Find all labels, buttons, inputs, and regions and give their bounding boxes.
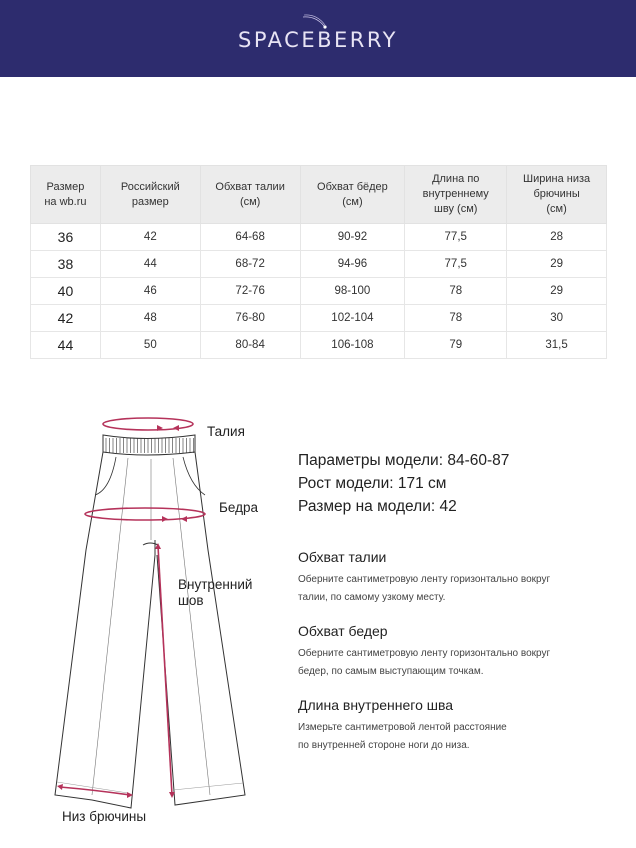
header-line: (см) [239, 195, 261, 208]
pants-illustration [54, 417, 246, 809]
column-header: Ширина низа брючины (см) [506, 165, 607, 224]
section-inseam: Длина внутреннего шва Измерьте сантиметр… [298, 697, 507, 751]
table-cell: 38 [30, 250, 101, 278]
table-cell: 72-76 [199, 277, 301, 305]
header-line: (см) [546, 203, 567, 215]
table-cell: 30 [506, 304, 607, 332]
table-cell: 64-68 [199, 223, 301, 251]
header-line: Размер [46, 180, 85, 193]
pants-diagram: Талия Бедра Внутренний шов Низ брючины [40, 400, 280, 845]
table-cell: 28 [506, 223, 607, 251]
table-cell: 31,5 [506, 331, 607, 359]
header-line: брючины [533, 188, 580, 200]
waist-label: Талия [207, 424, 245, 439]
header-line: внутреннему [422, 188, 489, 200]
table-cell: 80-84 [199, 331, 301, 359]
column-header: Размер на wb.ru [30, 165, 101, 224]
column-header: Длина по внутреннему шву (см) [404, 165, 508, 224]
brand-logo: SPACEBERRY [238, 14, 398, 52]
column-header: Обхват бёдер (см) [299, 165, 406, 224]
header-line: Российский [120, 180, 180, 193]
table-row: 42 48 76-80 102-104 78 30 [30, 304, 607, 332]
header-line: (см) [342, 195, 363, 208]
table-cell: 46 [99, 277, 201, 305]
header-line: шву (см) [434, 203, 478, 215]
table-cell: 78 [404, 304, 508, 332]
table-cell: 106-108 [299, 331, 406, 359]
shooting-star-icon [303, 14, 327, 29]
header-line: Обхват бёдер [317, 180, 388, 193]
table-cell: 44 [99, 250, 201, 278]
hem-label: Низ брючины [62, 809, 147, 824]
table-cell: 50 [99, 331, 201, 359]
table-cell: 94-96 [299, 250, 406, 278]
table-cell: 36 [30, 223, 101, 251]
table-cell: 42 [99, 223, 201, 251]
column-header: Российский размер [99, 165, 201, 224]
column-header: Обхват талии (см) [199, 165, 301, 224]
header-line: размер [131, 195, 169, 208]
header-line: на wb.ru [44, 195, 87, 208]
model-parameters: Параметры модели: 84-60-87 Рост модели: … [298, 452, 510, 515]
table-row: 38 44 68-72 94-96 77,5 29 [30, 250, 607, 278]
table-cell: 77,5 [404, 223, 508, 251]
inseam-label-1: Внутренний [178, 577, 253, 592]
table-cell: 76-80 [199, 304, 301, 332]
table-row: 40 46 72-76 98-100 78 29 [30, 277, 607, 305]
section-waist: Обхват талии Оберните сантиметровую лент… [298, 549, 551, 603]
table-cell: 90-92 [299, 223, 406, 251]
table-cell: 77,5 [404, 250, 508, 278]
header-line: Обхват талии [215, 180, 285, 193]
table-cell: 68-72 [199, 250, 301, 278]
table-cell: 48 [99, 304, 201, 332]
size-table: Размер на wb.ru Российский размер Обхват тал… [30, 165, 607, 359]
header-line: Ширина низа [523, 173, 591, 185]
section-hips: Обхват бедер Оберните сантиметровую лент… [298, 623, 551, 677]
hips-label: Бедра [219, 500, 258, 515]
table-cell: 29 [506, 250, 607, 278]
table-cell: 98-100 [299, 277, 406, 305]
inseam-label-2: шов [178, 593, 204, 608]
table-cell: 79 [404, 331, 508, 359]
table-cell: 102-104 [299, 304, 406, 332]
brand-header: SPACEBERRY [0, 0, 636, 77]
table-row: 44 50 80-84 106-108 79 31,5 [30, 331, 607, 359]
table-cell: 42 [30, 304, 101, 332]
table-cell: 78 [404, 277, 508, 305]
table-cell: 40 [30, 277, 101, 305]
table-cell: 29 [506, 277, 607, 305]
header-line: Длина по [432, 173, 480, 185]
table-row: 36 42 64-68 90-92 77,5 28 [30, 223, 607, 251]
table-cell: 44 [30, 331, 101, 359]
